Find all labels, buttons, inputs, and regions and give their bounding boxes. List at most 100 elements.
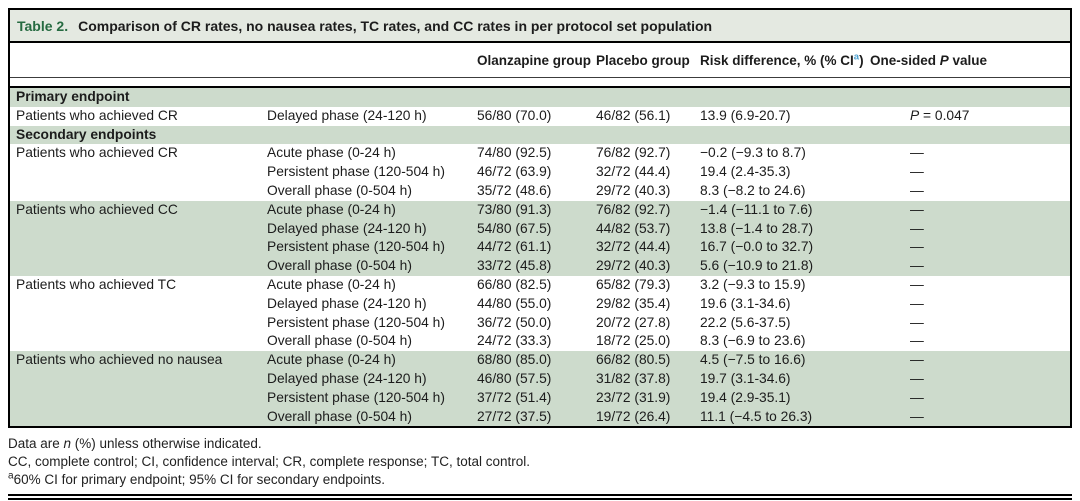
p-value: — <box>910 408 924 424</box>
olanzapine-value: 44/72 (61.1) <box>477 239 552 255</box>
endpoint-cell <box>16 408 267 427</box>
endpoint-cell <box>16 370 267 389</box>
p-value: — <box>910 182 924 198</box>
olanzapine-value: 56/80 (70.0) <box>477 107 552 123</box>
placebo-value: 32/72 (44.4) <box>596 164 671 180</box>
phase-cell: Overall phase (0-504 h) <box>267 258 412 274</box>
phase-cell: Delayed phase (24-120 h) <box>267 295 427 311</box>
placebo-value: 46/82 (56.1) <box>596 107 671 123</box>
risk-difference-value: −1.4 (−11.1 to 7.6) <box>700 201 813 217</box>
placebo-value: 20/72 (27.8) <box>596 314 671 330</box>
table-row: Patients who achieved TC Acute phase (0-… <box>10 276 1070 295</box>
header-risk-difference: Risk difference, % (% CIa) <box>700 51 864 68</box>
olanzapine-value: 74/80 (92.5) <box>477 145 552 161</box>
risk-difference-value: 19.7 (3.1-34.6) <box>700 370 791 386</box>
table-row: Overall phase (0-504 h) 27/72 (37.5) 19/… <box>10 407 1070 427</box>
endpoint-cell <box>16 295 267 314</box>
phase-cell: Persistent phase (120-504 h) <box>267 164 445 180</box>
olanzapine-value: 54/80 (67.5) <box>477 220 552 236</box>
table-row: Delayed phase (24-120 h) 46/80 (57.5) 31… <box>10 369 1070 389</box>
placebo-value: 29/82 (35.4) <box>596 295 671 311</box>
footnote-data-note: Data are n (%) unless otherwise indicate… <box>8 436 262 452</box>
phase-cell: Overall phase (0-504 h) <box>267 333 412 349</box>
table-row: Overall phase (0-504 h) 35/72 (48.6) 29/… <box>10 182 1070 201</box>
olanzapine-value: 27/72 (37.5) <box>477 408 552 424</box>
endpoint-cell <box>16 257 267 276</box>
table-row: Delayed phase (24-120 h) 44/80 (55.0) 29… <box>10 295 1070 314</box>
phase-cell: Acute phase (0-24 h) <box>267 276 396 292</box>
phase-cell: Acute phase (0-24 h) <box>267 145 396 161</box>
risk-difference-value: 13.8 (−1.4 to 28.7) <box>700 220 814 236</box>
risk-difference-value: 19.6 (3.1-34.6) <box>700 295 791 311</box>
header-p-value: One-sided P value <box>870 52 988 68</box>
placebo-value: 76/82 (92.7) <box>596 145 671 161</box>
endpoint-cell <box>16 314 267 333</box>
placebo-value: 18/72 (25.0) <box>596 333 671 349</box>
table-row: Persistent phase (120-504 h) 36/72 (50.0… <box>10 314 1070 333</box>
table-row: Persistent phase (120-504 h) 37/72 (51.4… <box>10 388 1070 408</box>
olanzapine-value: 68/80 (85.0) <box>477 352 552 368</box>
footnote-marker-a: a <box>8 470 14 482</box>
bottom-double-rule <box>8 494 1072 501</box>
footnote-abbreviations: CC, complete control; CI, confidence int… <box>8 454 530 470</box>
phase-cell: Acute phase (0-24 h) <box>267 352 396 368</box>
p-value: — <box>910 295 924 311</box>
endpoint-cell: Patients who achieved TC <box>16 276 177 292</box>
phase-cell: Persistent phase (120-504 h) <box>267 389 445 405</box>
placebo-value: 66/82 (80.5) <box>596 352 671 368</box>
olanzapine-value: 33/72 (45.8) <box>477 258 552 274</box>
table-body: Primary endpoint Patients who achieved C… <box>10 86 1070 427</box>
p-value: — <box>910 201 924 217</box>
endpoint-cell: Patients who achieved CC <box>16 201 178 217</box>
p-value: — <box>910 370 924 386</box>
olanzapine-value: 46/72 (63.9) <box>477 164 552 180</box>
olanzapine-value: 36/72 (50.0) <box>477 314 552 330</box>
p-value: — <box>910 164 924 180</box>
table-row: Patients who achieved CC Acute phase (0-… <box>10 200 1070 220</box>
placebo-value: 65/82 (79.3) <box>596 276 671 292</box>
endpoint-cell: Patients who achieved CR <box>16 107 178 123</box>
placebo-value: 32/72 (44.4) <box>596 239 671 255</box>
placebo-value: 19/72 (26.4) <box>596 408 671 424</box>
table-title-bar: Table 2. Comparison of CR rates, no naus… <box>10 10 1070 43</box>
risk-difference-value: 8.3 (−6.9 to 23.6) <box>700 333 806 349</box>
p-value: — <box>910 333 924 349</box>
phase-cell: Acute phase (0-24 h) <box>267 201 396 217</box>
olanzapine-value: 46/80 (57.5) <box>477 370 552 386</box>
p-value: — <box>910 389 924 405</box>
footnote-ci-note: a60% CI for primary endpoint; 95% CI for… <box>8 470 386 488</box>
table-row: Overall phase (0-504 h) 33/72 (45.8) 29/… <box>10 257 1070 276</box>
section-row-secondary-endpoints: Secondary endpoints <box>10 125 1070 145</box>
placebo-value: 31/82 (37.8) <box>596 370 671 386</box>
risk-difference-value: 19.4 (2.9-35.1) <box>700 389 791 405</box>
olanzapine-value: 66/80 (82.5) <box>477 276 552 292</box>
olanzapine-value: 37/72 (51.4) <box>477 389 552 405</box>
endpoint-cell <box>16 332 267 351</box>
phase-cell: Persistent phase (120-504 h) <box>267 239 445 255</box>
p-value: — <box>910 314 924 330</box>
header-gap <box>10 78 1070 86</box>
risk-difference-value: 22.2 (5.6-37.5) <box>700 314 791 330</box>
p-value: — <box>910 258 924 274</box>
endpoint-cell: Patients who achieved no nausea <box>16 352 223 368</box>
endpoint-cell: Patients who achieved CR <box>16 145 178 161</box>
risk-difference-value: −0.2 (−9.3 to 8.7) <box>700 145 806 161</box>
risk-difference-value: 13.9 (6.9-20.7) <box>700 107 791 123</box>
p-value: — <box>910 276 924 292</box>
table-row: Persistent phase (120-504 h) 46/72 (63.9… <box>10 163 1070 182</box>
placebo-value: 29/72 (40.3) <box>596 182 671 198</box>
risk-difference-value: 8.3 (−8.2 to 24.6) <box>700 182 806 198</box>
placebo-value: 29/72 (40.3) <box>596 258 671 274</box>
table-row: Delayed phase (24-120 h) 54/80 (67.5) 44… <box>10 219 1070 239</box>
endpoint-cell <box>16 238 267 257</box>
phase-cell: Delayed phase (24-120 h) <box>267 220 427 236</box>
table-2: Table 2. Comparison of CR rates, no naus… <box>8 8 1072 429</box>
olanzapine-value: 24/72 (33.3) <box>477 333 552 349</box>
risk-difference-value: 11.1 (−4.5 to 26.3) <box>700 408 813 424</box>
placebo-value: 44/82 (53.7) <box>596 220 671 236</box>
table-number-label: Table 2. <box>17 17 69 34</box>
table-title-text: Comparison of CR rates, no nausea rates,… <box>78 17 713 34</box>
header-placebo-group: Placebo group <box>596 52 690 68</box>
header-olanzapine-group: Olanzapine group <box>477 52 592 68</box>
